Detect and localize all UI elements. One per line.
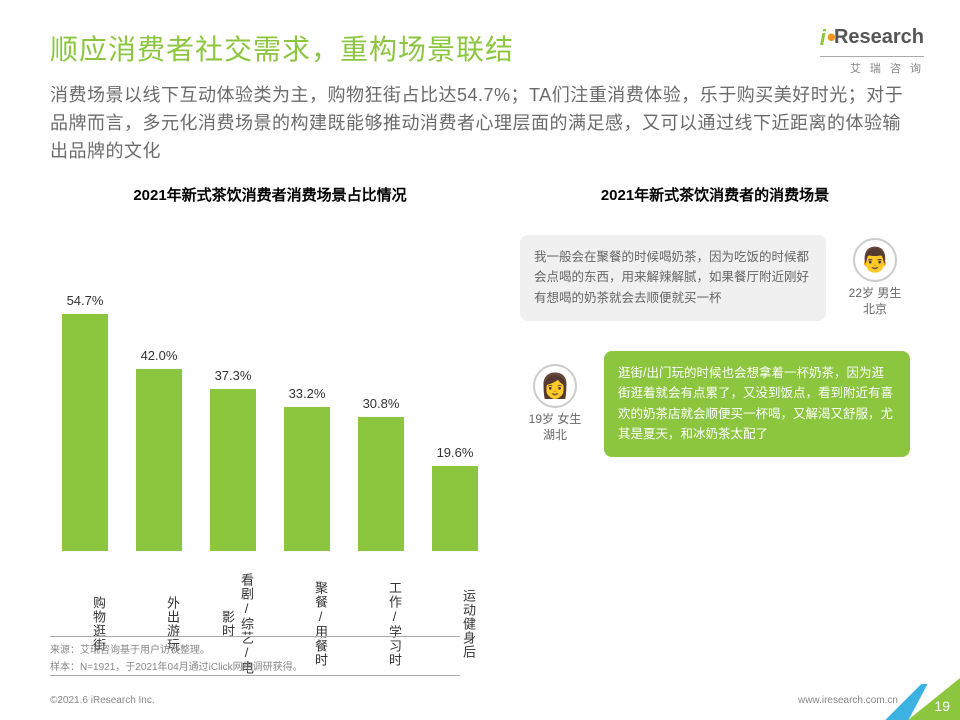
bar-4: 30.8%: [358, 396, 404, 550]
bar-rect-1: [136, 369, 182, 551]
bar-value-4: 30.8%: [363, 396, 400, 411]
bar-rect-5: [432, 466, 478, 551]
left-chart-title: 2021年新式茶饮消费者消费场景占比情况: [50, 184, 490, 205]
page-title: 顺应消费者社交需求，重构场景联结: [50, 28, 910, 68]
copyright: ©2021.6 iResearch Inc.: [50, 695, 155, 706]
footnotes: 来源：艾瑞咨询基于用户访谈整理。 样本：N=1921，于2021年04月通过iC…: [50, 634, 460, 680]
bar-2: 37.3%: [210, 368, 256, 551]
page-subtitle: 消费场景以线下互动体验类为主，购物狂街占比达54.7%；TA们注重消费体验，乐于…: [50, 82, 910, 166]
bar-3: 33.2%: [284, 386, 330, 551]
bar-rect-4: [358, 417, 404, 550]
avatar-icon-0: 👨: [853, 238, 897, 282]
logo-subtext: 艾 瑞 咨 询: [820, 60, 924, 76]
persona-0: 👨 22岁 男生北京: [840, 238, 910, 317]
left-column: 2021年新式茶饮消费者消费场景占比情况 54.7% 42.0% 37.3% 33.2…: [50, 184, 490, 679]
bar-0: 54.7%: [62, 293, 108, 551]
bar-rect-3: [284, 407, 330, 551]
quote-row-1: 👩 19岁 女生湖北逛街/出门玩的时候也会想拿着一杯奶茶，因为逛街逛着就会有点累了…: [520, 351, 910, 458]
bar-value-0: 54.7%: [67, 293, 104, 308]
footnote-1: 来源：艾瑞咨询基于用户访谈整理。: [50, 641, 460, 656]
persona-line2-0: 北京: [840, 302, 910, 318]
quote-box-0: 我一般会在聚餐的时候喝奶茶，因为吃饭的时候都会点喝的东西，用来解辣解腻，如果餐厅…: [520, 235, 826, 321]
footnote-2: 样本：N=1921，于2021年04月通过iClick网络调研获得。: [50, 658, 460, 673]
bar-value-1: 42.0%: [141, 348, 178, 363]
logo-text: Research: [834, 26, 924, 49]
quote-row-0: 我一般会在聚餐的时候喝奶茶，因为吃饭的时候都会点喝的东西，用来解辣解腻，如果餐厅…: [520, 235, 910, 321]
right-title: 2021年新式茶饮消费者的消费场景: [520, 184, 910, 205]
quote-box-1: 逛街/出门玩的时候也会想拿着一杯奶茶，因为逛街逛着就会有点累了，又没到饭点，看到…: [604, 351, 910, 458]
bar-rect-0: [62, 314, 108, 551]
bar-rect-2: [210, 389, 256, 551]
persona-line1-0: 22岁 男生: [840, 286, 910, 302]
right-column: 2021年新式茶饮消费者的消费场景 我一般会在聚餐的时候喝奶茶，因为吃饭的时候都…: [520, 184, 910, 679]
persona-line1-1: 19岁 女生: [520, 412, 590, 428]
avatar-icon-1: 👩: [533, 364, 577, 408]
bar-value-2: 37.3%: [215, 368, 252, 383]
logo: i•Research 艾 瑞 咨 询: [820, 22, 924, 76]
bar-1: 42.0%: [136, 348, 182, 551]
bar-5: 19.6%: [432, 445, 478, 551]
bar-value-5: 19.6%: [437, 445, 474, 460]
footer-url: www.iresearch.com.cn: [798, 695, 898, 706]
quotes-area: 我一般会在聚餐的时候喝奶茶，因为吃饭的时候都会点喝的东西，用来解辣解腻，如果餐厅…: [520, 235, 910, 457]
persona-line2-1: 湖北: [520, 428, 590, 444]
page-number: 19: [934, 698, 950, 714]
bar-chart: 54.7% 42.0% 37.3% 33.2% 30.8% 19.6%: [50, 229, 490, 559]
bar-value-3: 33.2%: [289, 386, 326, 401]
persona-1: 👩 19岁 女生湖北: [520, 364, 590, 443]
